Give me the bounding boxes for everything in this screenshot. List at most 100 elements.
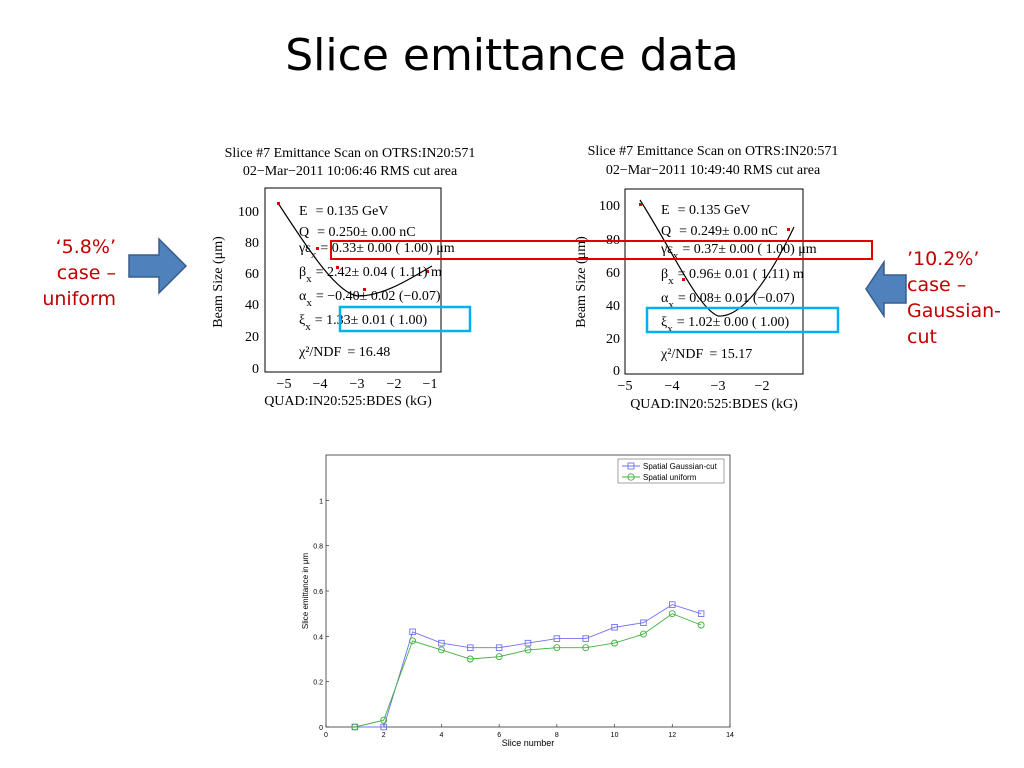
- param-energy: E = 0.135 GeV: [299, 204, 388, 219]
- x-tick: −4: [313, 377, 328, 392]
- scan-subtitle: 02−Mar−2011 10:06:46 RMS cut area: [243, 164, 458, 179]
- data-point-square: [380, 723, 387, 731]
- scan-data-points: [639, 203, 790, 281]
- data-point-circle: [553, 644, 561, 652]
- legend-entry: Spatial Gaussian-cut: [643, 462, 718, 471]
- data-point-square: [438, 639, 445, 647]
- data-point: [277, 202, 280, 205]
- label-line: Gaussian-: [907, 300, 1002, 322]
- label-line: case –: [907, 274, 967, 296]
- y-tick-label: 0.8: [313, 544, 323, 551]
- data-point-square: [669, 601, 676, 608]
- series-line: [354, 604, 702, 728]
- label-line: cut: [907, 326, 937, 348]
- param-charge: Q = 0.250± 0.00 nC: [299, 225, 416, 240]
- data-point: [426, 270, 429, 273]
- emittance-scan-uniform: Slice #7 Emittance Scan on OTRS:IN20:571…: [211, 146, 475, 409]
- y-tick-label: 0.6: [313, 589, 323, 596]
- scan-title: Slice #7 Emittance Scan on OTRS:IN20:571: [588, 144, 839, 159]
- scan-y-label: Beam Size (μm): [211, 236, 226, 328]
- y-tick: 0: [252, 362, 259, 377]
- data-point: [682, 278, 685, 281]
- data-point: [639, 203, 642, 206]
- y-tick-label: 1: [319, 498, 323, 505]
- slice-emittance-chart: 00.20.40.60.81 0 2 4 6 8 10 12 14 Slice number …: [301, 454, 734, 748]
- legend-entry: Spatial uniform: [643, 473, 697, 482]
- data-point-circle: [639, 630, 647, 638]
- data-point-square: [582, 635, 589, 642]
- emittance-highlight-box: [330, 240, 873, 260]
- scan-x-ticks: −5 −4 −3 −2: [618, 379, 770, 394]
- x-axis-label: Slice number: [502, 738, 555, 748]
- x-tick: −5: [277, 377, 292, 392]
- uniform-case-label: ‘5.8%’ case – uniform: [42, 234, 116, 312]
- x-tick: −5: [618, 379, 633, 394]
- data-point-square: [640, 619, 647, 626]
- y-tick: 40: [245, 298, 259, 313]
- x-tick-label: 8: [555, 732, 559, 739]
- data-point-square: [553, 635, 561, 642]
- legend: Spatial Gaussian-cut Spatial uniform: [617, 458, 725, 484]
- data-point-circle: [697, 621, 705, 629]
- x-tick-label: 4: [439, 732, 443, 739]
- data-point-square: [467, 644, 474, 651]
- x-tick-label: 10: [611, 732, 619, 739]
- param-emittance: γεx = 0.37± 0.00 ( 1.00) μm: [660, 242, 817, 262]
- label-line: ’10.2%’: [907, 248, 980, 270]
- slide-title: Slice emittance data: [285, 30, 739, 81]
- data-point-circle: [495, 653, 503, 661]
- data-point-circle: [668, 610, 676, 618]
- scan-x-ticks: −5 −4 −3 −2 −1: [277, 377, 438, 392]
- y-tick: 60: [245, 267, 259, 282]
- data-point-circle: [380, 716, 388, 724]
- scan-plot-frame: [264, 187, 442, 373]
- data-point-circle: [351, 723, 359, 731]
- x-tick: −3: [350, 377, 365, 392]
- scan-subtitle: 02−Mar−2011 10:49:40 RMS cut area: [606, 163, 821, 178]
- x-tick-label: 6: [497, 732, 501, 739]
- data-point-circle: [611, 639, 619, 647]
- data-point: [363, 288, 366, 291]
- left-arrow-icon: [865, 260, 907, 318]
- emittance-scan-gaussian-cut: Slice #7 Emittance Scan on OTRS:IN20:571…: [574, 144, 840, 412]
- scan-plot-frame: [624, 188, 804, 375]
- y-tick: 80: [245, 236, 259, 251]
- scan-params: E = 0.135 GeV Q = 0.250± 0.00 nC γεx = 0.33…: [298, 204, 455, 360]
- param-emittance: γεx = 0.33± 0.00 ( 1.00) μm: [298, 241, 455, 261]
- y-tick-label: 0.2: [313, 680, 323, 687]
- data-point-square: [524, 639, 532, 647]
- x-tick: −1: [423, 377, 438, 392]
- data-point-square: [697, 610, 705, 617]
- x-axis-ticks: 0 2 4 6 8 10 12 14: [324, 724, 734, 739]
- legend-square-marker: [627, 462, 635, 470]
- scan-x-label: QUAD:IN20:525:BDES (kG): [630, 397, 798, 412]
- label-line: uniform: [42, 288, 116, 310]
- x-tick: −3: [711, 379, 726, 394]
- scan-y-ticks: 0 20 40 60 80 100: [599, 199, 620, 379]
- series-line: [354, 613, 702, 728]
- label-line: ‘5.8%’: [55, 236, 116, 258]
- legend-circle-marker: [627, 473, 635, 481]
- scan-y-ticks: 0 20 40 60 80 100: [238, 205, 259, 377]
- series-layer: [351, 601, 705, 731]
- x-tick-label: 12: [668, 732, 676, 739]
- x-tick-label: 14: [726, 732, 734, 739]
- scan-data-points: [277, 202, 429, 291]
- xi-highlight-box: [645, 306, 840, 334]
- param-chi2: χ²/NDF = 15.17: [660, 347, 752, 362]
- y-tick-label: 0.4: [313, 634, 323, 641]
- y-tick: 0: [613, 364, 620, 379]
- x-tick-label: 0: [324, 732, 328, 739]
- scan-x-label: QUAD:IN20:525:BDES (kG): [264, 394, 432, 409]
- fit-curve: [639, 199, 795, 317]
- y-tick: 100: [238, 205, 259, 220]
- y-tick: 20: [606, 332, 620, 347]
- param-alpha: αx = 0.08± 0.01 (−0.07): [661, 291, 795, 311]
- y-tick: 100: [599, 199, 620, 214]
- data-point: [316, 247, 319, 250]
- param-xi: ξx = 1.02± 0.00 ( 1.00): [661, 315, 789, 335]
- data-point-square: [409, 628, 416, 636]
- y-tick: 40: [606, 299, 620, 314]
- param-energy: E = 0.135 GeV: [661, 203, 750, 218]
- data-point: [787, 228, 790, 231]
